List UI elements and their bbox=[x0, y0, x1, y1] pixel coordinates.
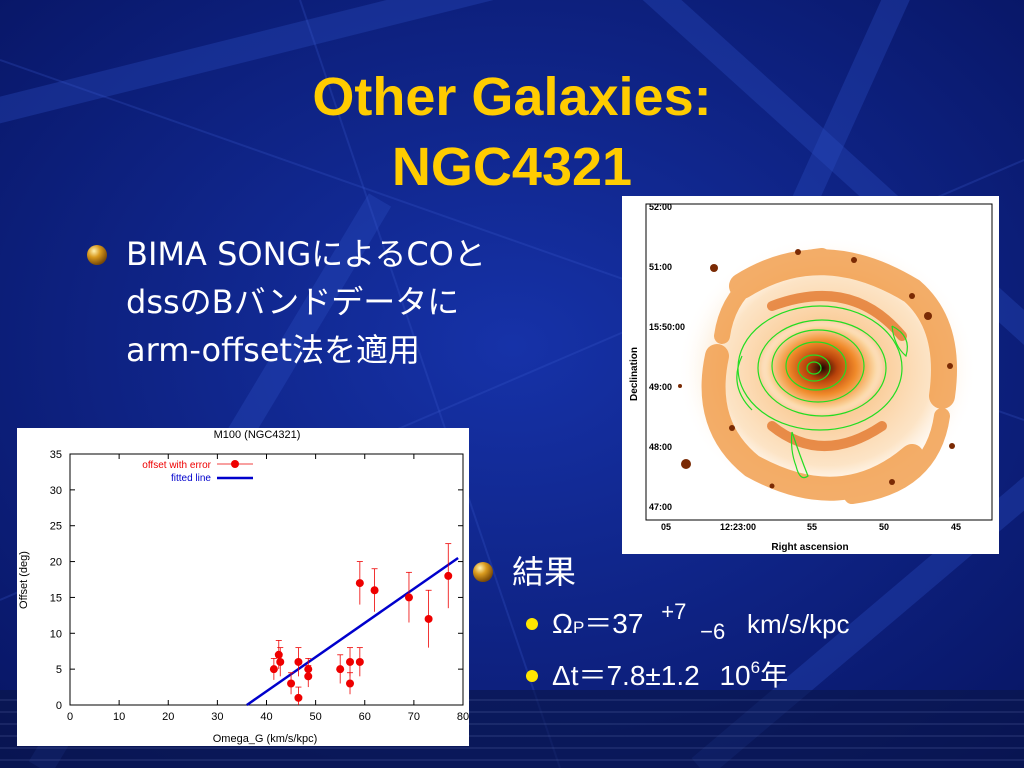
legend-label-offset: offset with error bbox=[142, 460, 211, 471]
dec-tick-label: 52:00 bbox=[649, 202, 672, 212]
data-point bbox=[355, 657, 364, 666]
data-point bbox=[294, 693, 303, 702]
data-point bbox=[404, 593, 413, 602]
chart-title: M100 (NGC4321) bbox=[214, 429, 301, 441]
galaxy-x-axis-label: Right ascension bbox=[771, 542, 848, 553]
bullet-ball-icon bbox=[473, 562, 493, 582]
data-point bbox=[287, 679, 296, 688]
y-axis-label: Offset (deg) bbox=[18, 551, 30, 609]
slide-title-line1: Other Galaxies: bbox=[312, 67, 712, 127]
x-tick-label: 40 bbox=[260, 711, 272, 723]
omega-value: ＝37 bbox=[584, 608, 644, 639]
dt-value: Δt＝7.8±1.2 bbox=[552, 660, 700, 691]
bullet1-line3: arm-offset法を適用 bbox=[126, 331, 421, 369]
y-tick-label: 20 bbox=[50, 557, 62, 569]
dt-result: Δt＝7.8±1.2 106年 bbox=[552, 656, 788, 700]
data-point bbox=[304, 672, 313, 681]
data-point bbox=[346, 679, 355, 688]
x-axis: 0 10 20 30 40 50 60 70 80 bbox=[67, 454, 469, 723]
omega-subscript: P bbox=[572, 618, 585, 637]
y-tick-label: 0 bbox=[56, 700, 62, 712]
x-tick-label: 80 bbox=[457, 711, 469, 723]
y-tick-label: 25 bbox=[50, 521, 62, 533]
data-point bbox=[336, 665, 345, 674]
y-tick-label: 15 bbox=[50, 592, 62, 604]
bullet1-line1: BIMA SONGによるCOと bbox=[126, 235, 486, 273]
y-axis: 0 5 10 15 20 25 30 35 bbox=[50, 449, 463, 712]
data-point bbox=[269, 665, 278, 674]
dt-exponent: 6 bbox=[750, 658, 761, 677]
bullet1-line2: dssのBバンドデータに bbox=[126, 283, 460, 321]
omega-result: ΩP＝37 +7 −6 km/s/kpc bbox=[552, 599, 850, 648]
co-contours bbox=[736, 305, 908, 479]
ra-tick-labels: 05 12:23:00 55 50 45 bbox=[661, 522, 961, 532]
ra-tick-label: 05 bbox=[661, 522, 671, 532]
ra-tick-label: 12:23:00 bbox=[720, 522, 756, 532]
sub-bullet-dot-icon bbox=[526, 618, 538, 630]
legend-label-fitted: fitted line bbox=[171, 473, 211, 484]
dt-unit: 年 bbox=[760, 659, 789, 692]
data-point bbox=[444, 571, 453, 580]
data-point bbox=[424, 614, 433, 623]
dec-tick-labels: 52:00 51:00 15:50:00 49:00 48:00 47:00 bbox=[649, 202, 685, 512]
y-tick-label: 10 bbox=[50, 628, 62, 640]
dec-tick-label: 15:50:00 bbox=[649, 322, 685, 332]
chart-legend: offset with error fitted line bbox=[142, 460, 253, 484]
ra-tick-label: 50 bbox=[879, 522, 889, 532]
ra-tick-label: 45 bbox=[951, 522, 961, 532]
dec-tick-label: 48:00 bbox=[649, 442, 672, 452]
omega-unit: km/s/kpc bbox=[746, 609, 850, 639]
data-point bbox=[274, 650, 283, 659]
sub-bullet-dot-icon bbox=[526, 670, 538, 682]
omega-minus-error: −6 bbox=[700, 619, 726, 644]
data-point bbox=[370, 586, 379, 595]
x-tick-label: 0 bbox=[67, 711, 73, 723]
dec-tick-label: 51:00 bbox=[649, 262, 672, 272]
legend-point-sample bbox=[231, 460, 239, 468]
omega-symbol: Ω bbox=[552, 608, 573, 639]
scatter-chart: M100 (NGC4321) 0 10 20 30 40 50 60 70 80 0 5 10 15 2… bbox=[17, 428, 469, 746]
galaxy-y-axis-label: Declination bbox=[629, 347, 640, 401]
x-axis-label: Omega_G (km/s/kpc) bbox=[213, 733, 318, 745]
fitted-line bbox=[246, 556, 459, 707]
x-tick-label: 30 bbox=[211, 711, 223, 723]
dt-base: 10 bbox=[719, 660, 751, 691]
omega-plus-error: +7 bbox=[661, 599, 687, 624]
data-point bbox=[294, 657, 303, 666]
dec-tick-label: 47:00 bbox=[649, 502, 672, 512]
y-tick-label: 5 bbox=[56, 664, 62, 676]
x-tick-label: 70 bbox=[408, 711, 420, 723]
x-tick-label: 60 bbox=[359, 711, 371, 723]
x-tick-label: 50 bbox=[310, 711, 322, 723]
ra-tick-label: 55 bbox=[807, 522, 817, 532]
slide-title-line2: NGC4321 bbox=[391, 137, 633, 197]
data-point bbox=[355, 579, 364, 588]
galaxy-image bbox=[677, 236, 977, 506]
x-tick-label: 20 bbox=[162, 711, 174, 723]
data-point bbox=[276, 657, 285, 666]
bullet-ball-icon bbox=[87, 245, 107, 265]
galaxy-image-panel: 52:00 51:00 15:50:00 49:00 48:00 47:00 0… bbox=[622, 196, 999, 554]
bullet2-label: 結果 bbox=[512, 553, 577, 591]
y-tick-label: 30 bbox=[50, 485, 62, 497]
x-tick-label: 10 bbox=[113, 711, 125, 723]
data-point bbox=[346, 657, 355, 666]
y-tick-label: 35 bbox=[50, 449, 62, 461]
dec-tick-label: 49:00 bbox=[649, 382, 672, 392]
